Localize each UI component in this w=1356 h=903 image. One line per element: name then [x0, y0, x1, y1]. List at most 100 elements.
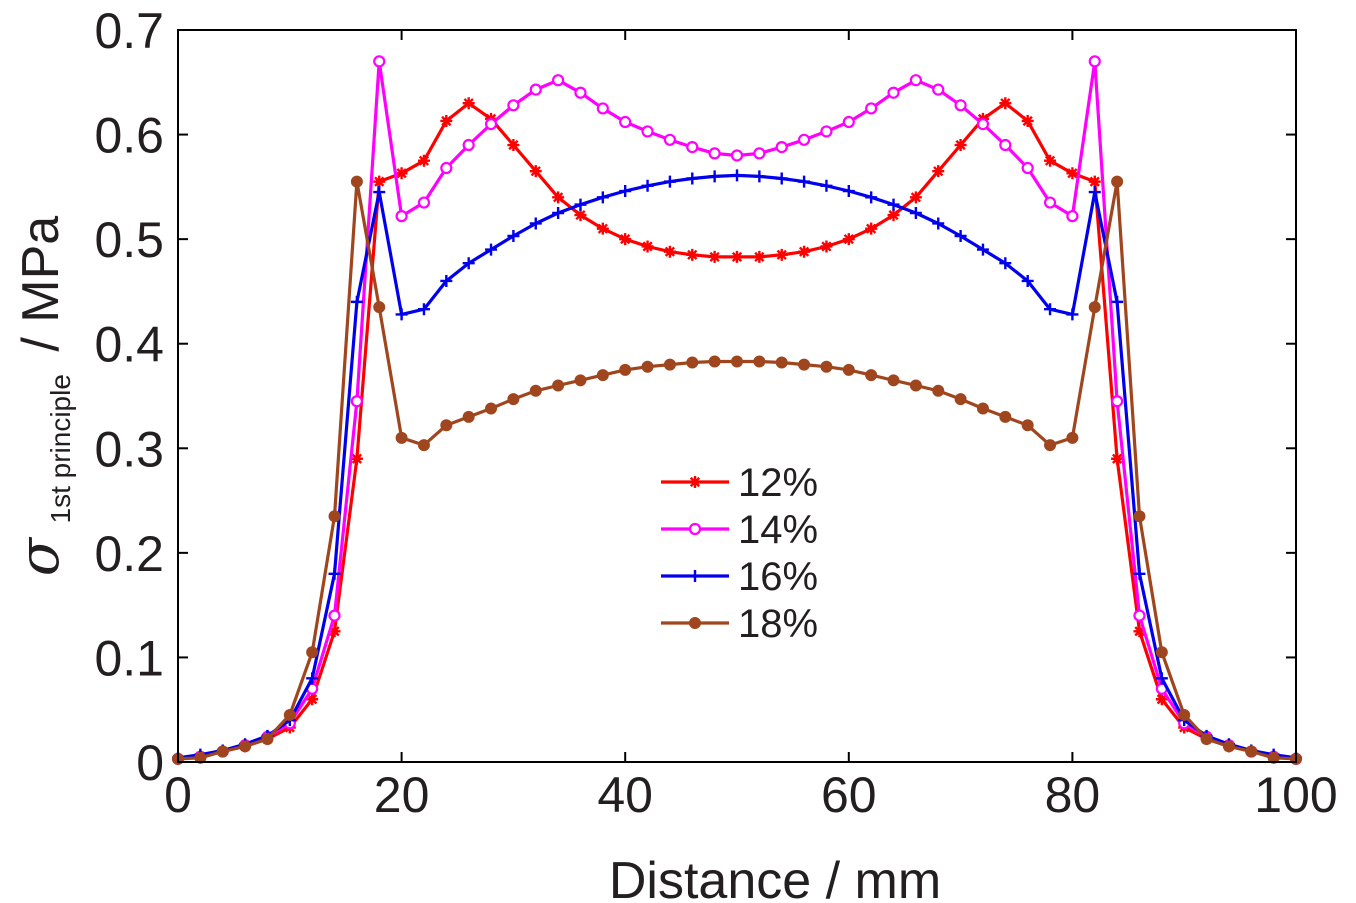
data-point — [529, 165, 542, 178]
data-point — [932, 165, 945, 178]
data-point — [865, 102, 878, 115]
data-point — [596, 369, 609, 382]
data-point — [507, 230, 520, 243]
data-point — [689, 570, 701, 582]
data-point — [731, 355, 743, 368]
data-point — [529, 384, 542, 397]
x-tick-label: 100 — [1254, 767, 1337, 823]
data-point — [909, 191, 922, 204]
data-point — [686, 356, 699, 369]
data-point — [909, 74, 922, 87]
data-point — [1178, 708, 1191, 721]
x-tick-label: 60 — [821, 767, 877, 823]
ticks-layer — [177, 29, 1297, 763]
data-point — [1088, 186, 1101, 199]
data-point — [1111, 452, 1124, 465]
data-point — [887, 86, 900, 99]
data-point — [932, 83, 945, 96]
data-point — [641, 360, 654, 373]
data-point — [686, 141, 699, 154]
data-point — [619, 185, 632, 198]
data-point — [417, 439, 430, 452]
data-point — [619, 363, 632, 376]
data-point — [797, 133, 811, 146]
data-point — [663, 175, 676, 188]
data-point — [1133, 567, 1146, 580]
data-point — [689, 617, 701, 629]
data-point — [417, 196, 431, 209]
data-point — [1044, 439, 1057, 452]
data-point — [708, 250, 721, 263]
data-point — [574, 86, 587, 99]
data-point — [887, 209, 900, 222]
data-point — [350, 295, 363, 308]
y-tick-label: 0.5 — [94, 212, 164, 268]
series-18pct — [172, 175, 1302, 765]
data-point — [350, 395, 363, 408]
data-point — [820, 360, 833, 373]
x-tick-label: 0 — [164, 767, 192, 823]
data-point — [798, 245, 811, 258]
data-point — [909, 207, 922, 219]
data-point — [686, 248, 699, 261]
y-tick-label: 0.2 — [94, 526, 164, 582]
legend-item: 12% — [661, 461, 818, 505]
y-axis-symbol: σ — [7, 536, 72, 576]
data-point — [689, 476, 701, 488]
data-point — [552, 379, 565, 392]
data-point — [954, 139, 967, 152]
data-point — [373, 301, 386, 314]
data-point — [663, 133, 677, 146]
data-point — [462, 257, 475, 270]
data-point — [1133, 609, 1146, 622]
legend-item: 16% — [661, 555, 818, 599]
data-point — [306, 646, 319, 659]
plot-frame — [177, 29, 1297, 763]
data-point — [731, 169, 743, 182]
data-point — [552, 74, 565, 87]
legend: 12%14%16%18% — [661, 461, 818, 646]
y-tick-label: 0 — [136, 735, 164, 791]
data-point — [976, 118, 990, 131]
data-point — [753, 355, 766, 368]
legend-item: 18% — [661, 602, 818, 646]
data-point — [1111, 295, 1124, 308]
data-point — [798, 358, 811, 371]
data-point — [887, 198, 900, 211]
data-point — [1222, 740, 1235, 753]
data-point — [1155, 693, 1168, 706]
data-point — [507, 393, 520, 406]
data-point — [1021, 419, 1034, 432]
data-point — [328, 567, 341, 580]
data-point — [328, 609, 341, 622]
y-tick-label: 0.4 — [94, 317, 164, 373]
data-point — [865, 369, 878, 382]
data-point — [1044, 303, 1057, 316]
data-point — [350, 452, 363, 465]
data-point — [462, 410, 475, 423]
data-point — [775, 356, 788, 369]
data-point — [731, 250, 743, 263]
data-point — [1044, 154, 1057, 167]
data-point — [417, 154, 430, 167]
data-point — [753, 170, 766, 183]
y-tick-label: 0.7 — [94, 3, 164, 59]
legend-label: 16% — [738, 555, 818, 599]
x-axis-title: Distance / mm — [609, 852, 941, 903]
data-point — [552, 191, 565, 204]
x-tick-label: 80 — [1045, 767, 1101, 823]
data-point — [1111, 175, 1124, 188]
data-point — [708, 170, 721, 183]
data-point — [1066, 167, 1079, 180]
data-point — [842, 363, 855, 376]
data-point — [484, 118, 498, 131]
data-point — [1088, 55, 1101, 68]
data-point — [688, 522, 702, 536]
data-point — [686, 172, 699, 185]
data-point — [619, 115, 632, 129]
data-point — [1066, 431, 1079, 444]
data-point — [1111, 395, 1124, 408]
data-point — [663, 245, 676, 258]
data-point — [708, 147, 721, 160]
